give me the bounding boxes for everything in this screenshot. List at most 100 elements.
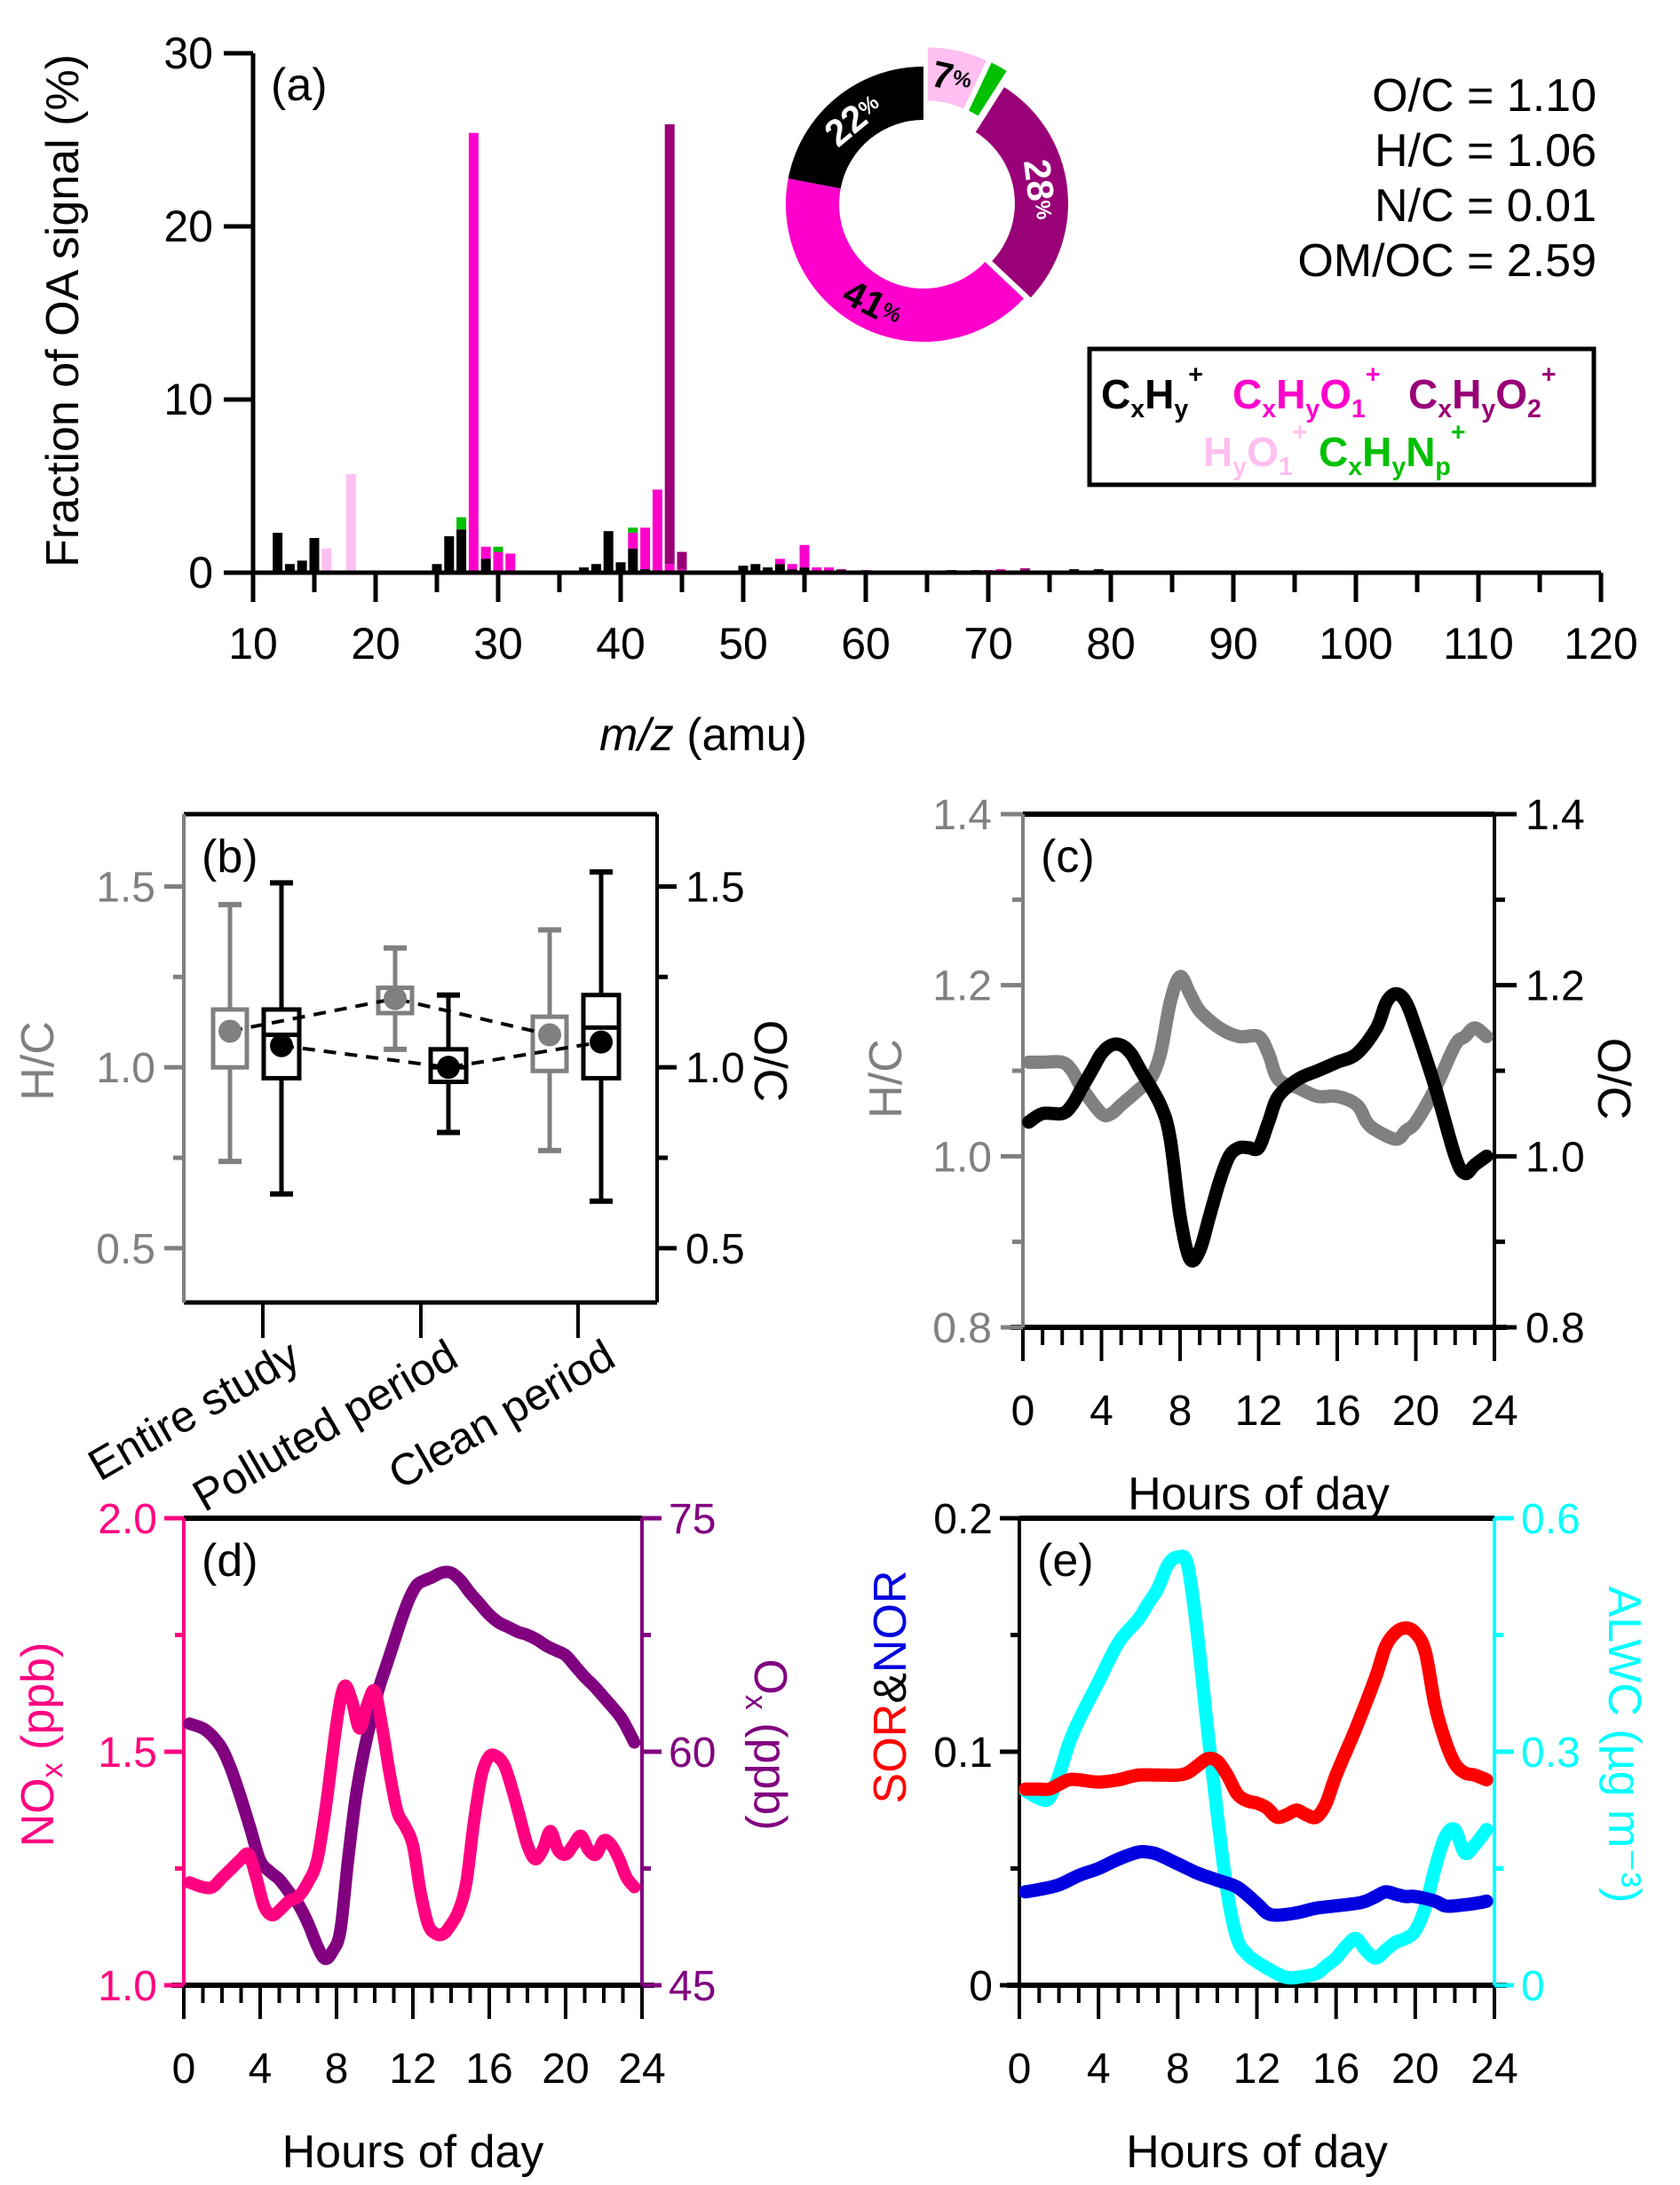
y-tick-label: 30 xyxy=(163,28,213,78)
y-right-tick-label: 0.5 xyxy=(685,1226,745,1273)
x-axis-label-italic: m/z xyxy=(599,709,674,761)
y-left-tick-label: 1.5 xyxy=(96,864,155,911)
label-sub: x xyxy=(739,1695,773,1710)
text-part: H xyxy=(1362,429,1391,475)
x-axis-label-unit: (amu) xyxy=(674,709,807,761)
label-part: & xyxy=(865,1673,916,1704)
bar-mz50-cxhy xyxy=(738,566,749,573)
bar-mz55-cxhy xyxy=(799,567,810,573)
bar-mz55-cxhyo1 xyxy=(799,544,810,568)
oc-mean-marker xyxy=(270,1033,293,1057)
text-part: y xyxy=(1481,395,1495,424)
x-tick-label: 4 xyxy=(1090,1388,1113,1435)
legend-item-hyo1: HyO1+ xyxy=(1203,419,1307,482)
x-tick-label: 8 xyxy=(1166,2046,1190,2093)
label-sub: x xyxy=(36,1762,69,1777)
x-axis-label: Hours of day xyxy=(1126,2126,1388,2178)
y-axis-label-left: SOR&NOR xyxy=(865,1571,916,1804)
y-right-tick-label: 1.4 xyxy=(1525,792,1585,839)
x-axis-label: m/z (amu) xyxy=(599,709,807,761)
text-part: H xyxy=(1452,371,1481,417)
text-part: + xyxy=(1293,419,1308,447)
oc-mean-marker xyxy=(590,1030,613,1054)
text-part: y xyxy=(1232,453,1247,481)
y-left-tick-label: 1.0 xyxy=(98,1963,157,2010)
x-tick-label: 20 xyxy=(542,2046,589,2093)
legend-item-cxhynp: CxHyNp+ xyxy=(1319,419,1466,482)
panel-label: (b) xyxy=(202,831,258,883)
bar-mz58-cxhyo2 xyxy=(836,569,846,571)
y-right-tick-label: 45 xyxy=(669,1963,716,2010)
line-oc xyxy=(1022,986,1494,1268)
bar-mz54-cxhyo1 xyxy=(787,564,797,570)
bar-mz30-cxhyo1 xyxy=(493,551,503,573)
y-right-tick-label: 0.8 xyxy=(1525,1305,1585,1352)
y-left-tick-label: 0 xyxy=(969,1963,993,2010)
text-part: C xyxy=(1101,371,1130,417)
text-part: C xyxy=(1319,429,1348,475)
y-left-tick-label: 1.4 xyxy=(932,792,992,839)
y-axis-label-right: Ox (ppb) xyxy=(739,1659,796,1830)
y-left-tick-label: 1.2 xyxy=(932,963,992,1010)
y-axis-label: Fraction of OA signal (%) xyxy=(37,54,89,567)
y-right-tick-label: 1.5 xyxy=(685,864,745,911)
label-part: O xyxy=(744,1659,796,1694)
y-axis-label-right: ALWC (µg m⁻³) xyxy=(1598,1587,1650,1904)
x-tick-label: 24 xyxy=(1470,2046,1518,2093)
ratio-text: O/C = 1.10 xyxy=(1372,70,1597,122)
line-nor xyxy=(1018,1844,1494,1922)
line-alwc xyxy=(1018,1549,1494,1985)
bar-mz56-cxhyo1 xyxy=(812,567,822,573)
x-tick-label: 0 xyxy=(172,2046,196,2093)
text-part: + xyxy=(1541,361,1557,390)
y-right-tick-label: 0.6 xyxy=(1521,1496,1581,1543)
bar-mz52-cxhy xyxy=(763,567,773,573)
y-right-tick-label: 1.0 xyxy=(685,1045,745,1092)
y-axis-label-left: H/C xyxy=(12,1021,64,1101)
y-left-tick-label: 0.2 xyxy=(933,1496,993,1543)
x-tick-label: 60 xyxy=(841,619,891,669)
line-nox xyxy=(183,1679,641,1942)
x-tick-label: 90 xyxy=(1208,619,1258,669)
panel-label: (d) xyxy=(202,1535,258,1587)
x-tick-label: 40 xyxy=(596,619,646,669)
y-right-tick-label: 0.3 xyxy=(1521,1730,1581,1777)
line-sor xyxy=(1018,1621,1494,1825)
bar-mz53-cxhy xyxy=(774,564,785,574)
y-tick-label: 20 xyxy=(163,202,213,251)
x-tick-label: 120 xyxy=(1564,619,1637,669)
label-part: SOR xyxy=(865,1704,916,1804)
bar-mz45-cxhyo2 xyxy=(677,551,687,570)
bar-mz31-cxhyo1 xyxy=(505,553,516,573)
legend-item-cxhy: CxHy+ xyxy=(1101,361,1203,424)
x-tick-label: 10 xyxy=(228,619,278,669)
x-tick-label: 4 xyxy=(249,2046,273,2093)
x-tick-label: 8 xyxy=(325,2046,349,2093)
x-tick-label: 70 xyxy=(963,619,1013,669)
panel-label: (a) xyxy=(271,59,328,111)
y-axis-label-right: O/C xyxy=(744,1020,796,1102)
y-right-tick-label: 60 xyxy=(669,1730,716,1777)
bar-mz40-cxhy xyxy=(615,562,626,573)
line-ox xyxy=(183,1565,641,1966)
x-tick-label: 16 xyxy=(465,2046,512,2093)
text-part: O xyxy=(1247,429,1279,475)
text-part: O xyxy=(1495,371,1527,417)
hc-mean-marker xyxy=(384,986,407,1010)
x-tick-label: 24 xyxy=(618,2046,665,2093)
x-tick-label: 20 xyxy=(351,619,400,669)
panel-c: 0 4 8 12 16 20 24 Hours of day 0.8 0.8 1.0 1.0 1.2 1.… xyxy=(860,792,1639,1520)
donut-label-pct: % xyxy=(1030,199,1056,221)
bar-mz26-cxhy xyxy=(444,536,455,573)
text-part: 1 xyxy=(1279,453,1293,481)
y-axis-label-left: H/C xyxy=(860,1039,912,1119)
bar-mz53-cxhyo1 xyxy=(774,558,785,565)
panel-d: 0 4 8 12 16 20 24 Hours of day 1.0 1.5 2.0 45 60 75 NO… xyxy=(12,1496,796,2178)
label-part: (ppb) xyxy=(744,1710,796,1831)
y-right-tick-label: 1.2 xyxy=(1525,963,1585,1010)
donut-slice-cxhy xyxy=(788,67,923,189)
panel-e: 0 4 8 12 16 20 24 Hours of day 0 0.1 0.2 0 0.3 0.6 SOR… xyxy=(865,1496,1650,2178)
y-right-tick-label: 0 xyxy=(1521,1963,1545,2010)
text-part: + xyxy=(1451,419,1466,447)
x-tick-label: 8 xyxy=(1169,1388,1193,1435)
